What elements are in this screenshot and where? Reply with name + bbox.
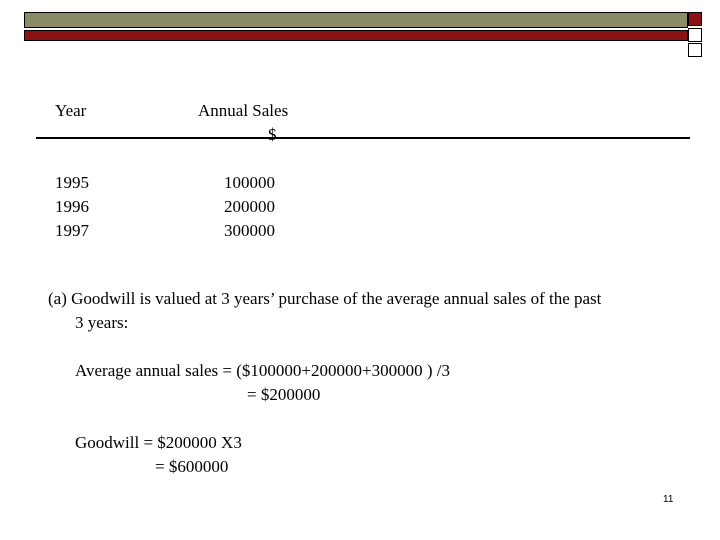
table-cell-sales: 100000 xyxy=(224,173,275,192)
column-header-sales-unit: $ xyxy=(268,125,277,144)
header-square-filled xyxy=(688,12,702,26)
average-sales-result: = $200000 xyxy=(247,385,321,404)
header-square-empty xyxy=(688,28,702,42)
header-square-empty xyxy=(688,43,702,57)
table-cell-year: 1996 xyxy=(55,197,89,216)
header-bar-olive xyxy=(24,12,688,28)
header-divider xyxy=(36,137,690,139)
table-cell-sales: 300000 xyxy=(224,221,275,240)
header-bar-maroon xyxy=(24,30,688,41)
point-a-text-cont: 3 years: xyxy=(75,313,129,332)
page-number: 11 xyxy=(663,494,674,505)
average-sales-formula: Average annual sales = ($100000+200000+3… xyxy=(75,361,450,380)
point-a-text: (a) Goodwill is valued at 3 years’ purch… xyxy=(48,289,602,308)
table-cell-year: 1995 xyxy=(55,173,89,192)
goodwill-result: = $600000 xyxy=(155,457,229,476)
table-cell-year: 1997 xyxy=(55,221,89,240)
column-header-year: Year xyxy=(55,101,87,120)
table-cell-sales: 200000 xyxy=(224,197,275,216)
column-header-sales: Annual Sales xyxy=(198,101,289,120)
goodwill-formula: Goodwill = $200000 X3 xyxy=(75,433,242,452)
